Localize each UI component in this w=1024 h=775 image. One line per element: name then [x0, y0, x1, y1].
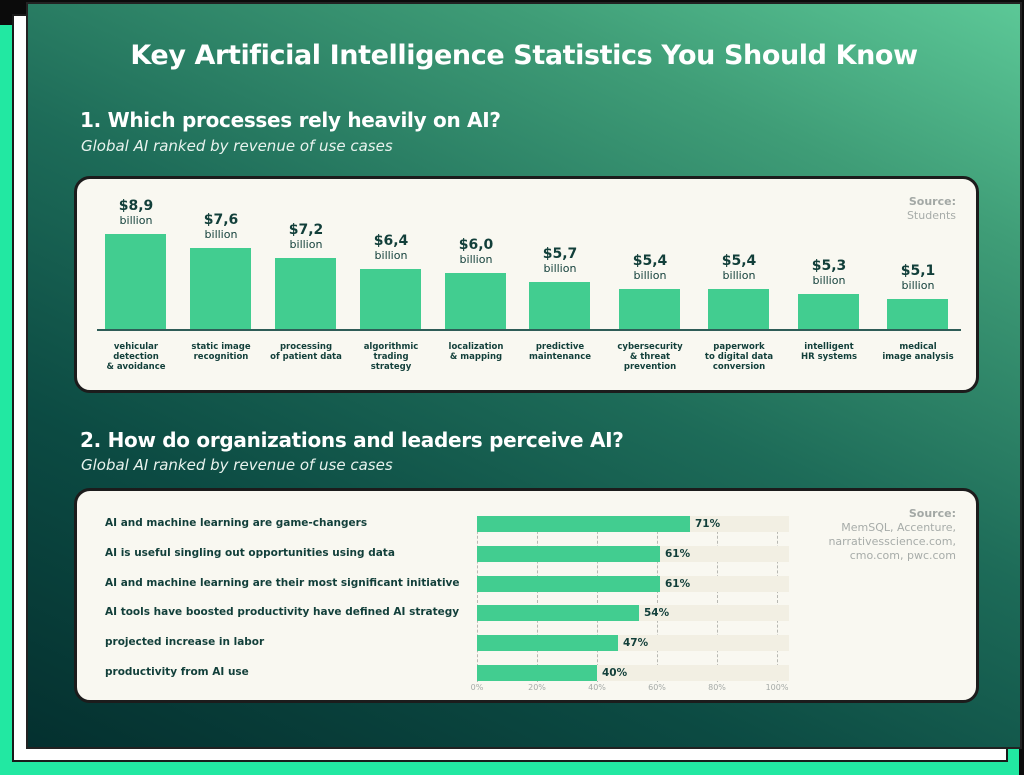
perception-chart-panel: Source: MemSQL, Accenture, narrativessci…	[74, 488, 979, 703]
bar-value-label: $5,4 billion	[605, 253, 695, 283]
bar	[477, 546, 660, 562]
axis-tick-label: 20%	[528, 683, 546, 692]
bar-value: $5,4	[721, 253, 757, 269]
category-label: algorithmic trading strategy	[363, 342, 419, 372]
bar-value: 71%	[695, 518, 721, 530]
bar-value: $6,0	[458, 237, 494, 253]
category-label: cybersecurity & threat prevention	[617, 342, 683, 372]
gridline	[597, 516, 598, 682]
bar	[275, 258, 336, 329]
axis-tick-label: 40%	[588, 683, 606, 692]
bar-value: $5,7	[542, 246, 578, 262]
bar-value-label: $7,2 billion	[261, 222, 351, 252]
row-label: AI and machine learning are their most s…	[105, 577, 460, 589]
bar-value: 47%	[623, 637, 649, 649]
axis-tick-label: 80%	[708, 683, 726, 692]
bar-value: $5,1	[900, 263, 936, 279]
page-title: Key Artificial Intelligence Statistics Y…	[130, 40, 918, 71]
category-label: paperwork to digital data conversion	[704, 342, 774, 372]
chart-baseline	[97, 329, 961, 331]
bar-value: $5,3	[811, 258, 847, 274]
axis-tick-label: 60%	[648, 683, 666, 692]
bar	[445, 273, 506, 329]
source-line: MemSQL, Accenture,	[841, 521, 956, 534]
bar-unit: billion	[722, 269, 756, 282]
bar-unit: billion	[812, 274, 846, 287]
bar-unit: billion	[901, 279, 935, 292]
section2-subtitle: Global AI ranked by revenue of use cases	[81, 456, 393, 474]
bar	[619, 289, 680, 329]
bar	[477, 576, 660, 592]
section1-subtitle: Global AI ranked by revenue of use cases	[81, 137, 393, 155]
bar-value: 61%	[665, 578, 691, 590]
bar	[477, 635, 618, 651]
bar	[887, 299, 948, 329]
bar	[477, 665, 597, 681]
bar-value: $8,9	[118, 198, 154, 214]
bar-unit: billion	[204, 228, 238, 241]
section1-title: 1. Which processes rely heavily on AI?	[80, 108, 501, 132]
source-label: Source:	[908, 195, 956, 208]
category-label: intelligent HR systems	[800, 342, 858, 362]
bar	[529, 282, 590, 329]
bar-value-label: $5,3 billion	[784, 258, 874, 288]
axis-tick-label: 0%	[470, 683, 484, 692]
source-text: Students	[906, 209, 956, 222]
row-label: AI and machine learning are game-changer…	[105, 517, 368, 529]
bar-value: $7,2	[288, 222, 324, 238]
bar-unit: billion	[633, 269, 667, 282]
bar	[105, 234, 166, 329]
revenue-chart-panel: Source: Students $8,9 billion vehicular de…	[74, 176, 979, 393]
source-label: Source:	[908, 507, 956, 520]
category-label: predictive maintenance	[528, 342, 592, 362]
infographic-card: Key Artificial Intelligence Statistics Y…	[26, 2, 1022, 749]
row-label: projected increase in labor	[105, 636, 265, 648]
axis-tick-label: 100%	[765, 683, 789, 692]
source-note: Source: Students	[907, 195, 956, 223]
bar-value: $5,4	[632, 253, 668, 269]
bar-value-label: $5,7 billion	[515, 246, 605, 276]
bar-unit: billion	[459, 253, 493, 266]
category-label: localization & mapping	[448, 342, 504, 362]
category-label: processing of patient data	[270, 342, 342, 362]
bar-unit: billion	[374, 249, 408, 262]
source-line: narrativesscience.com,	[828, 535, 956, 548]
source-note: Source: MemSQL, Accenture, narrativessci…	[828, 507, 956, 563]
bar-value: 54%	[644, 607, 670, 619]
bar-unit: billion	[543, 262, 577, 275]
bar	[798, 294, 859, 329]
category-label: medical image analysis	[882, 342, 954, 362]
bar	[708, 289, 769, 329]
row-label: productivity from AI use	[105, 666, 249, 678]
bar	[477, 516, 690, 532]
category-label: vehicular detection & avoidance	[106, 342, 166, 372]
bar-value-label: $6,4 billion	[346, 233, 436, 263]
section2-title: 2. How do organizations and leaders perc…	[80, 428, 624, 452]
row-label: AI is useful singling out opportunities …	[105, 547, 395, 559]
gridline	[537, 516, 538, 682]
bar-value-label: $5,4 billion	[694, 253, 784, 283]
bar-value: $6,4	[373, 233, 409, 249]
gridline	[657, 516, 658, 682]
bar-value-label: $7,6 billion	[176, 212, 266, 242]
source-line: cmo.com, pwc.com	[849, 549, 956, 562]
bar-value: $7,6	[203, 212, 239, 228]
bar-value-label: $5,1 billion	[873, 263, 963, 293]
bar-value-label: $8,9 billion	[91, 198, 181, 228]
bar-value: 61%	[665, 548, 691, 560]
bar-value: 40%	[602, 667, 628, 679]
bar	[360, 269, 421, 329]
gridline	[777, 516, 778, 682]
bar-value-label: $6,0 billion	[431, 237, 521, 267]
row-label: AI tools have boosted productivity have …	[105, 606, 460, 618]
bar	[190, 248, 251, 329]
gridline	[477, 516, 478, 682]
gridline	[717, 516, 718, 682]
bar-unit: billion	[119, 214, 153, 227]
bar	[477, 605, 639, 621]
bar-unit: billion	[289, 238, 323, 251]
category-label: static image recognition	[191, 342, 251, 362]
